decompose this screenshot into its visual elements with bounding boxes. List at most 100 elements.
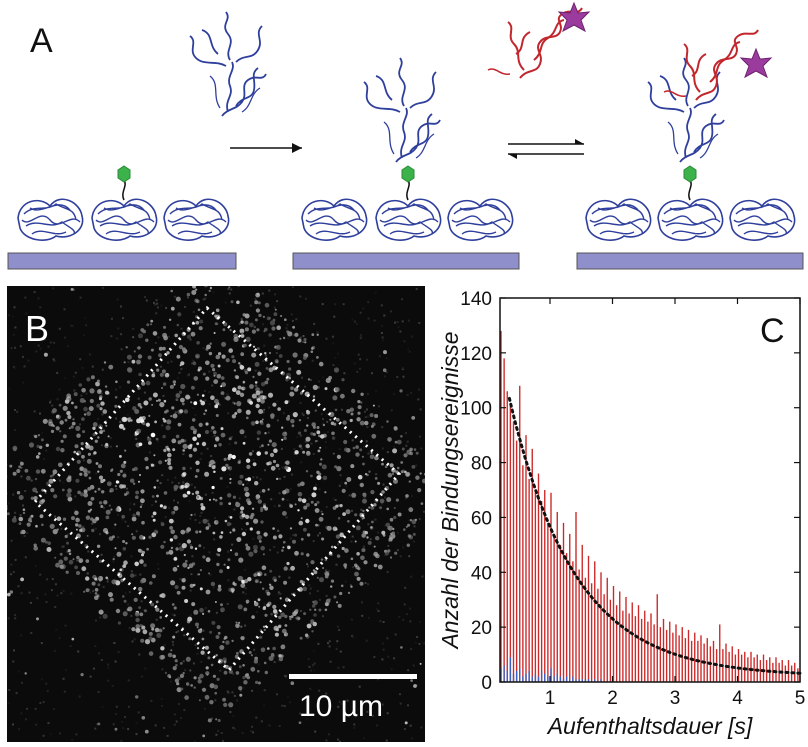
histogram-bar-blue — [556, 673, 558, 682]
histogram-bar-red — [503, 358, 505, 682]
histogram-bar-red — [509, 404, 512, 682]
green-anchor — [117, 165, 131, 183]
histogram-bar-red — [522, 465, 524, 682]
y-tick-label: 120 — [460, 344, 492, 365]
substrate-2 — [292, 252, 520, 270]
histogram-bar-red — [775, 657, 777, 682]
histogram-bar-red — [619, 591, 621, 682]
histogram-bar-blue — [578, 679, 580, 682]
red-protein-bound — [663, 29, 759, 101]
histogram-bar-red — [622, 610, 624, 682]
antibody-bound — [363, 57, 441, 163]
arrow-forward — [230, 143, 302, 153]
polymer-coil — [375, 198, 442, 241]
histogram-bar-red — [512, 421, 515, 682]
histogram-bar-red — [756, 654, 758, 682]
histogram-bar-red — [606, 577, 608, 682]
histogram-bar-red — [547, 522, 549, 682]
green-anchor — [683, 165, 697, 183]
fluorophore-star-icon — [558, 2, 590, 32]
histogram-bar-red — [534, 490, 537, 682]
histogram-bar-blue — [587, 679, 590, 682]
histogram-bar-red — [797, 668, 799, 682]
stage-1 — [7, 11, 267, 270]
histogram-bar-red — [750, 651, 752, 682]
histogram-bar-red — [540, 500, 543, 682]
histogram-bar-red — [569, 533, 571, 682]
panel-a-letter: A — [30, 22, 53, 60]
histogram-bar-red — [562, 522, 565, 682]
histogram-bar-blue — [531, 676, 533, 682]
green-anchor — [401, 165, 415, 183]
y-tick-label: 100 — [460, 399, 492, 420]
histogram-bar-red — [565, 553, 568, 682]
panel-a-schematic: A — [0, 0, 808, 280]
stage-2 — [292, 57, 520, 270]
histogram-bar-red — [528, 479, 530, 682]
histogram-bar-blue — [512, 673, 515, 682]
y-tick-label: 40 — [471, 563, 492, 584]
polymer-coil — [585, 198, 652, 241]
histogram-bar-red — [550, 492, 552, 682]
histogram-bar-red — [603, 594, 605, 682]
histogram-bar-red — [587, 555, 590, 682]
antibody-free — [189, 11, 267, 117]
histogram-bar-blue — [565, 676, 568, 682]
histogram-bar-red — [762, 654, 765, 682]
histogram-bar-red — [690, 640, 693, 682]
histogram-bar-red — [531, 448, 533, 682]
histogram-bar-blue — [509, 657, 512, 682]
histogram-bar-red — [653, 624, 655, 682]
histogram-bar-red — [609, 599, 612, 682]
x-tick-label: 3 — [670, 688, 681, 709]
schematic-drawing — [7, 2, 804, 270]
scale-bar — [289, 674, 417, 679]
histogram-bar-blue — [503, 665, 505, 682]
histogram-bar-red — [594, 561, 596, 682]
histogram-bar-blue — [500, 668, 502, 682]
histogram-bar-blue — [540, 671, 543, 682]
histogram-bar-blue — [562, 679, 565, 682]
histogram-bar-red — [694, 632, 696, 682]
y-tick-label: 140 — [460, 289, 492, 310]
histogram-bar-red — [650, 613, 652, 682]
substrate-1 — [7, 252, 237, 270]
histogram-bar-red — [681, 627, 683, 682]
x-tick-label: 1 — [545, 688, 556, 709]
histogram-bar-blue — [537, 676, 540, 682]
arrow-equilibrium — [487, 2, 590, 159]
histogram-bar-red — [659, 627, 662, 682]
histogram-bar-red — [519, 385, 521, 682]
histogram-bar-blue — [594, 679, 596, 682]
histogram-bar-red — [584, 577, 587, 682]
histogram-bar-red — [553, 533, 555, 682]
x-tick-label: 5 — [795, 688, 806, 709]
y-tick-label: 20 — [471, 618, 492, 639]
histogram-bar-red — [578, 569, 580, 682]
histogram-bar-red — [684, 638, 687, 682]
histogram-bar-blue — [525, 673, 527, 682]
x-tick-label: 4 — [732, 688, 743, 709]
histogram-bar-red — [665, 629, 668, 682]
histogram-bar-red — [678, 635, 680, 682]
histogram-bar-red — [631, 602, 633, 682]
histogram-bar-blue — [528, 671, 530, 682]
histogram-bar-blue — [575, 679, 577, 682]
histogram-bar-blue — [553, 676, 555, 682]
histogram-bar-red — [747, 657, 749, 682]
histogram-bar-red — [672, 632, 674, 682]
histogram-bar-red — [687, 629, 690, 682]
histogram-bar-red — [744, 651, 746, 682]
histogram-bar-red — [525, 435, 527, 682]
scale-bar-label: 10 µm — [299, 690, 383, 723]
y-tick-label: 60 — [471, 508, 492, 529]
histogram-bar-red — [581, 544, 583, 682]
histogram-bar-blue — [569, 679, 571, 682]
histogram-bar-red — [625, 596, 627, 682]
histogram-bar-red — [731, 646, 733, 682]
polymer-coil — [729, 198, 796, 241]
panel-c-histogram: 0 20 40 60 80 100 120 140 1 2 3 4 5 Aufenthaltsdauer… — [432, 286, 808, 747]
exponential-fit-curve — [507, 396, 802, 675]
histogram-bar-red — [740, 654, 743, 682]
histogram-bar-red — [590, 583, 593, 682]
